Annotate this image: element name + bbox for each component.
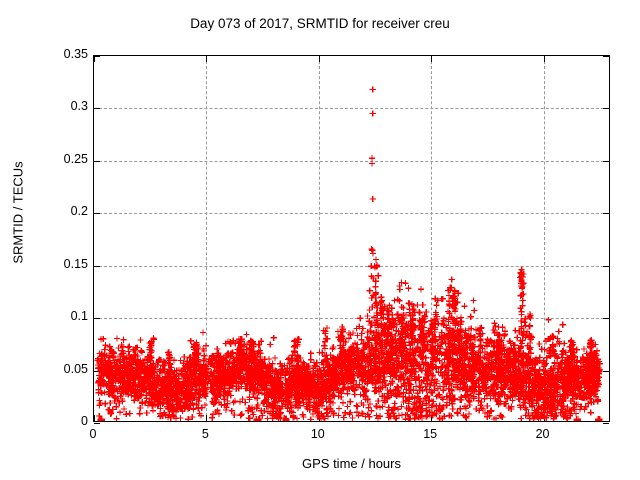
y-tick-mark bbox=[94, 160, 100, 162]
x-tick-mark bbox=[206, 56, 208, 62]
y-tick-mark bbox=[603, 318, 609, 320]
x-tick-mark bbox=[318, 415, 320, 421]
y-tick-label: 0.35 bbox=[63, 47, 88, 61]
x-tick-label: 5 bbox=[201, 427, 209, 441]
y-tick-mark bbox=[603, 213, 609, 215]
gridline-vertical bbox=[431, 56, 433, 421]
x-axis-label: GPS time / hours bbox=[302, 456, 401, 471]
x-tick-mark bbox=[318, 56, 320, 62]
y-tick-label: 0 bbox=[81, 414, 88, 428]
y-tick-mark bbox=[94, 108, 100, 110]
y-tick-mark bbox=[603, 423, 609, 424]
y-tick-mark bbox=[94, 370, 100, 372]
y-tick-mark bbox=[603, 108, 609, 110]
x-tick-mark bbox=[543, 56, 545, 62]
gridline-horizontal bbox=[94, 370, 609, 372]
x-tick-label: 15 bbox=[423, 427, 438, 441]
y-tick-mark bbox=[94, 265, 100, 267]
y-tick-mark bbox=[603, 56, 609, 57]
y-tick-mark bbox=[94, 423, 100, 424]
gridline-horizontal bbox=[94, 318, 609, 320]
y-tick-mark bbox=[94, 56, 100, 57]
y-tick-mark bbox=[603, 160, 609, 162]
chart-title: Day 073 of 2017, SRMTID for receiver cre… bbox=[190, 16, 450, 31]
x-tick-mark bbox=[431, 415, 433, 421]
y-tick-mark bbox=[94, 213, 100, 215]
y-tick-label: 0.3 bbox=[70, 99, 88, 114]
plot-area bbox=[93, 55, 610, 424]
gridline-horizontal bbox=[94, 108, 609, 110]
x-tick-mark bbox=[206, 415, 208, 421]
x-tick-label: 20 bbox=[535, 427, 550, 441]
y-tick-label: 0.25 bbox=[63, 151, 88, 166]
y-tick-mark bbox=[603, 370, 609, 372]
y-tick-label: 0.15 bbox=[63, 256, 88, 271]
gridline-vertical bbox=[206, 56, 208, 421]
y-tick-mark bbox=[603, 265, 609, 267]
y-axis-label: SRMTID / TECUs bbox=[10, 161, 26, 264]
gridline-horizontal bbox=[94, 265, 609, 267]
x-tick-label: 10 bbox=[310, 427, 325, 441]
gridline-horizontal bbox=[94, 213, 609, 215]
gridline-horizontal bbox=[94, 160, 609, 162]
x-tick-mark bbox=[543, 415, 545, 421]
x-tick-mark bbox=[94, 56, 95, 62]
x-tick-mark bbox=[94, 415, 95, 421]
x-tick-label: 0 bbox=[89, 427, 97, 441]
x-tick-mark bbox=[431, 56, 433, 62]
y-tick-mark bbox=[94, 318, 100, 320]
data-series-scatter bbox=[94, 86, 604, 421]
y-tick-label: 0.1 bbox=[70, 309, 88, 324]
y-tick-label: 0.2 bbox=[70, 204, 88, 219]
y-tick-label: 0.05 bbox=[63, 361, 88, 376]
gridline-vertical bbox=[318, 56, 320, 421]
gridline-vertical bbox=[543, 56, 545, 421]
